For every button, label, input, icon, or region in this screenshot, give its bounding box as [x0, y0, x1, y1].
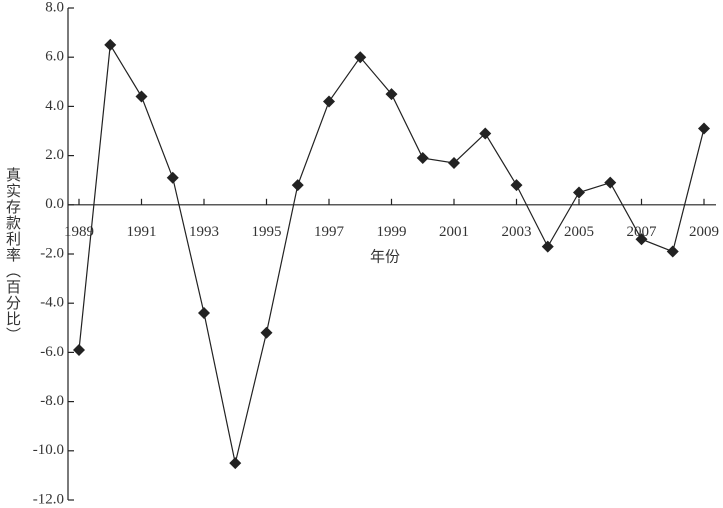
x-tick-label: 2005: [564, 224, 594, 240]
data-point: [135, 90, 148, 103]
y-axis-label: 真实存款利率（百分比）: [4, 166, 21, 343]
data-point: [291, 179, 304, 192]
data-point: [385, 88, 398, 101]
data-point: [416, 152, 429, 165]
data-point: [573, 186, 585, 199]
y-tick-label: 8.0: [45, 0, 64, 15]
data-point: [166, 171, 179, 184]
data-point: [323, 95, 335, 108]
data-point: [260, 326, 273, 339]
y-tick-label: -6.0: [40, 344, 64, 360]
data-point: [666, 245, 679, 258]
data-point: [510, 179, 523, 192]
data-point: [73, 343, 85, 356]
data-point: [635, 233, 648, 246]
x-tick-label: 2003: [502, 224, 532, 240]
y-tick-label: -4.0: [40, 295, 64, 311]
y-tick-label: -12.0: [33, 491, 64, 507]
x-tick-label: 1997: [314, 224, 345, 240]
x-tick-label: 2001: [439, 224, 469, 240]
x-tick-label: 1995: [252, 224, 282, 240]
y-tick-label: -10.0: [33, 442, 64, 458]
data-point: [448, 156, 460, 169]
y-tick-label: 0.0: [45, 196, 64, 212]
data-point: [229, 457, 242, 470]
y-tick-label: 2.0: [45, 147, 64, 163]
y-tick-label: 6.0: [45, 49, 64, 65]
x-axis-label: 年份: [370, 248, 400, 265]
x-tick-label: 1991: [127, 224, 157, 240]
x-tick-label: 1999: [377, 224, 407, 240]
x-tick-label: 2009: [689, 224, 719, 240]
data-point: [604, 176, 617, 189]
x-tick-label: 2007: [627, 224, 658, 240]
y-tick-label: -2.0: [40, 245, 64, 261]
y-tick-label: 4.0: [45, 98, 64, 114]
data-point: [198, 307, 210, 320]
data-point: [104, 38, 117, 51]
data-point: [354, 51, 367, 64]
data-point: [479, 127, 492, 140]
x-tick-label: 1989: [64, 224, 94, 240]
data-point: [541, 240, 554, 253]
data-point: [698, 122, 710, 135]
x-tick-label: 1993: [189, 224, 219, 240]
y-tick-label: -8.0: [40, 393, 64, 409]
